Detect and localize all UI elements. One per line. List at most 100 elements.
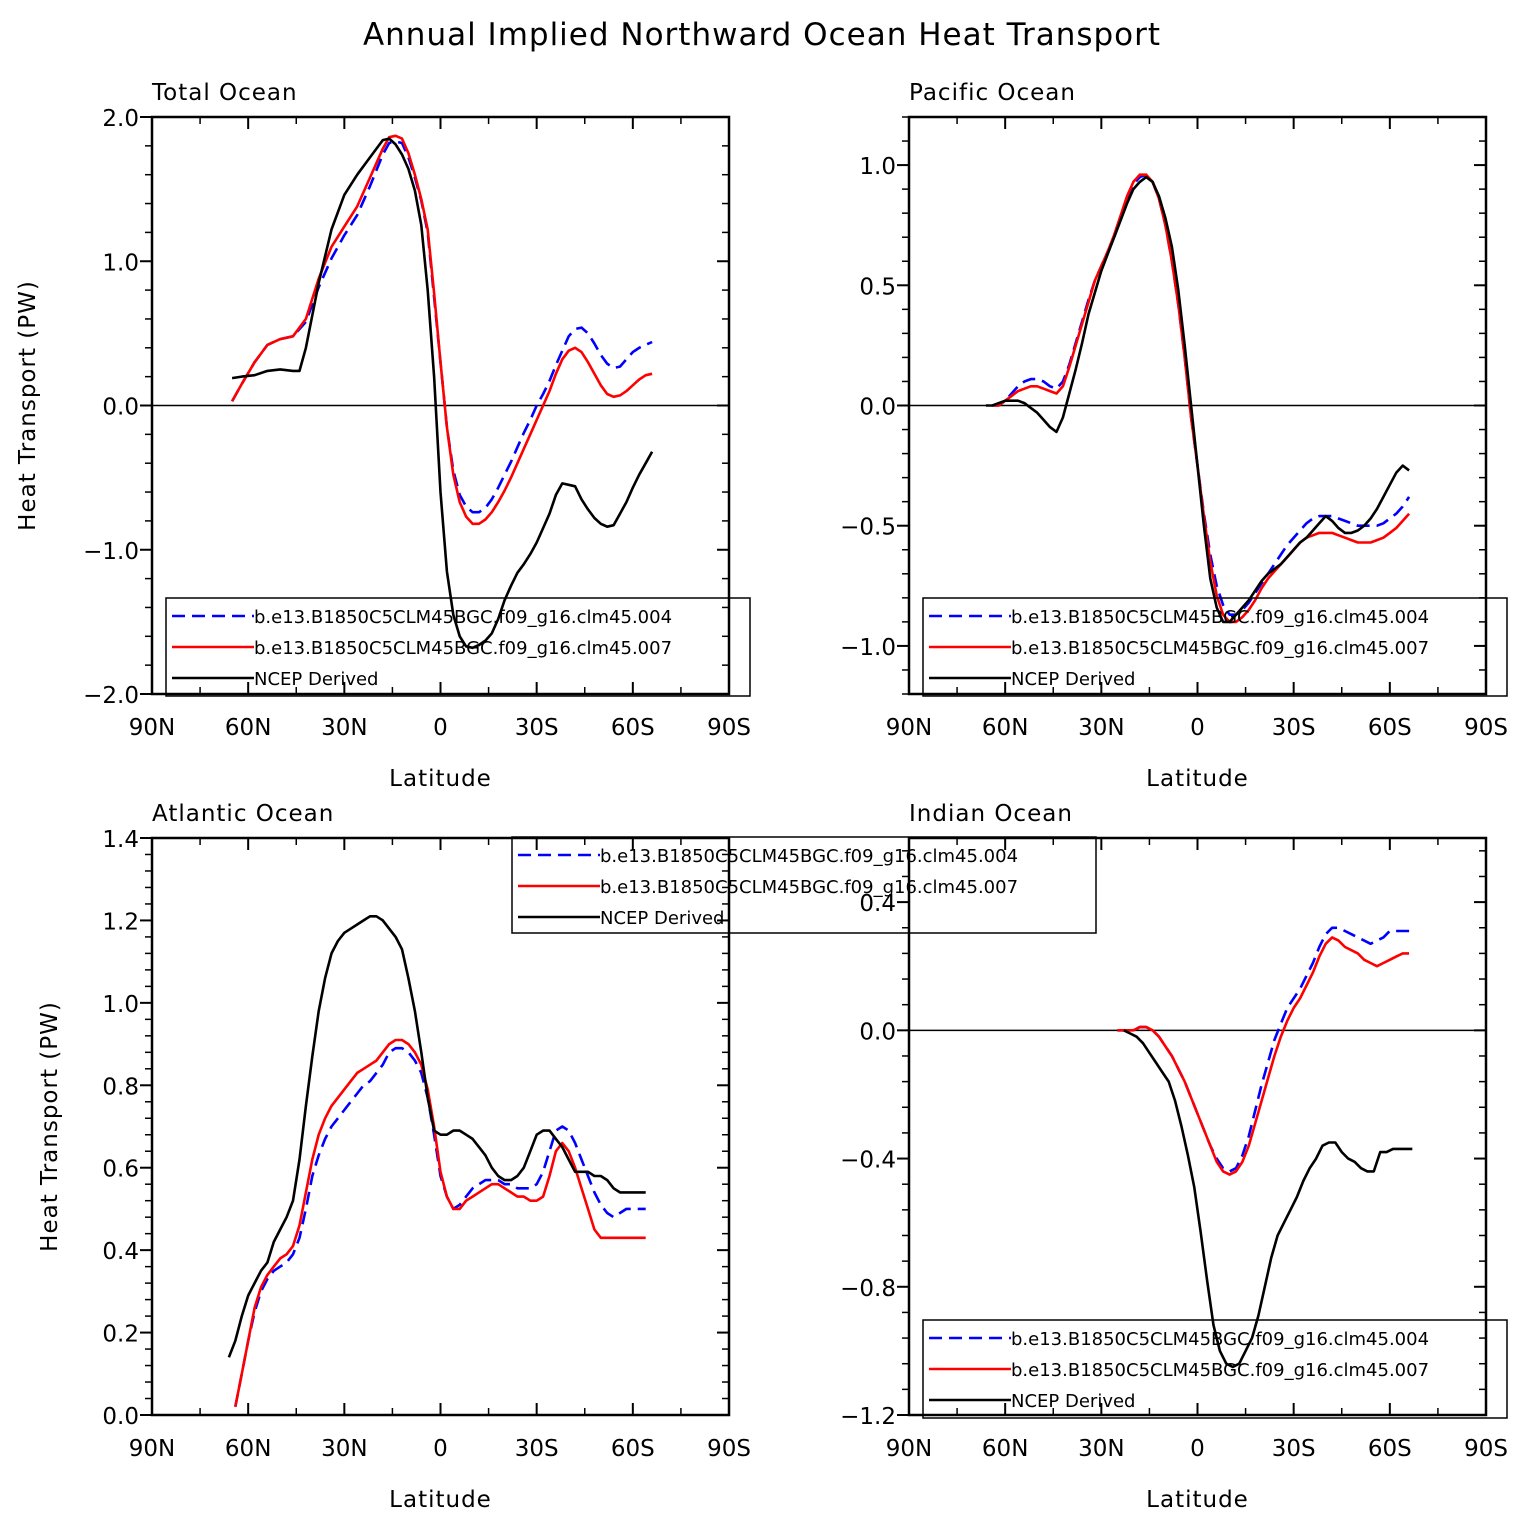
panel-0: Total Ocean 90N 60N 30N 0 30S 60S 90S 2.0 1.0 0.0 −… bbox=[15, 80, 751, 792]
series-line-007 bbox=[1117, 936, 1410, 1176]
series-line-004 bbox=[992, 173, 1411, 616]
y-axis-label: Heat Transport (PW) bbox=[15, 280, 41, 531]
y-tick-label: 0.4 bbox=[102, 1239, 139, 1265]
panel-title: Indian Ocean bbox=[909, 801, 1073, 827]
x-tick-label: 60S bbox=[1368, 1436, 1412, 1462]
x-tick-label: 90S bbox=[707, 715, 751, 741]
series-line-ncep bbox=[231, 137, 654, 650]
y-tick-label: 0.0 bbox=[859, 395, 896, 421]
legend-label: NCEP Derived bbox=[254, 669, 378, 690]
legend: b.e13.B1850C5CLM45BGC.f09_g16.clm45.004b… bbox=[922, 597, 1508, 697]
figure-title: Annual Implied Northward Ocean Heat Tran… bbox=[363, 17, 1161, 53]
x-tick-label: 30S bbox=[1272, 1436, 1316, 1462]
y-tick-label: 0.0 bbox=[102, 1404, 139, 1430]
panels: Total Ocean 90N 60N 30N 0 30S 60S 90S 2.0 1.0 0.0 −… bbox=[15, 80, 1508, 1513]
x-tick-label: 60S bbox=[1368, 715, 1412, 741]
series-line-ncep bbox=[1123, 1029, 1413, 1369]
panel-title: Total Ocean bbox=[151, 80, 298, 106]
series-line-ncep bbox=[227, 915, 646, 1358]
y-tick-label: −2.0 bbox=[83, 683, 139, 709]
series-group bbox=[1117, 926, 1413, 1369]
y-tick-label: 1.4 bbox=[102, 827, 139, 853]
x-tick-label: 30N bbox=[321, 715, 367, 741]
y-tick-label: 1.2 bbox=[102, 909, 139, 935]
legend: b.e13.B1850C5CLM45BGC.f09_g16.clm45.004b… bbox=[165, 597, 751, 697]
y-tick-label: 0.5 bbox=[859, 274, 896, 300]
x-tick-label: 60S bbox=[611, 1436, 655, 1462]
x-axis-label: Latitude bbox=[1146, 1487, 1249, 1513]
y-tick-label: 0.8 bbox=[102, 1074, 139, 1100]
y-tick-label: 0.6 bbox=[102, 1157, 139, 1183]
x-tick-label: 0 bbox=[433, 1436, 448, 1462]
panel-title: Atlantic Ocean bbox=[152, 801, 334, 827]
x-tick-label: 60N bbox=[982, 1436, 1028, 1462]
y-tick-label: 2.0 bbox=[102, 106, 139, 132]
y-tick-label: 0.4 bbox=[859, 891, 896, 917]
x-tick-label: 30N bbox=[1078, 1436, 1124, 1462]
x-axis-label: Latitude bbox=[389, 766, 492, 792]
x-tick-label: 30N bbox=[1078, 715, 1124, 741]
y-tick-label: −0.5 bbox=[840, 515, 896, 541]
y-tick-label: −1.0 bbox=[840, 635, 896, 661]
series-group bbox=[227, 915, 646, 1408]
x-tick-label: 90S bbox=[707, 1436, 751, 1462]
y-tick-label: 0.2 bbox=[102, 1322, 139, 1348]
x-axis-label: Latitude bbox=[389, 1487, 492, 1513]
series-line-004 bbox=[230, 140, 653, 514]
series-line-007 bbox=[230, 134, 653, 526]
x-tick-label: 0 bbox=[1190, 715, 1205, 741]
y-tick-label: −1.2 bbox=[840, 1404, 896, 1430]
x-tick-label: 60N bbox=[982, 715, 1028, 741]
y-tick-label: 1.0 bbox=[859, 154, 896, 180]
x-tick-label: 30N bbox=[321, 1436, 367, 1462]
x-tick-label: 30S bbox=[515, 715, 559, 741]
x-tick-label: 90S bbox=[1464, 1436, 1508, 1462]
legend-box bbox=[511, 836, 1097, 934]
legend-label: b.e13.B1850C5CLM45BGC.f09_g16.clm45.007 bbox=[1011, 1360, 1429, 1381]
y-tick-label: 0.0 bbox=[102, 395, 139, 421]
x-tick-label: 90N bbox=[129, 1436, 175, 1462]
series-line-007 bbox=[992, 173, 1411, 624]
x-tick-label: 90N bbox=[129, 715, 175, 741]
x-tick-label: 90N bbox=[886, 1436, 932, 1462]
x-tick-label: 90S bbox=[1464, 715, 1508, 741]
legend-box bbox=[922, 1319, 1508, 1419]
x-tick-label: 60S bbox=[611, 715, 655, 741]
x-tick-label: 0 bbox=[1190, 1436, 1205, 1462]
legend-label: b.e13.B1850C5CLM45BGC.f09_g16.clm45.004 bbox=[254, 607, 672, 628]
legend: b.e13.B1850C5CLM45BGC.f09_g16.clm45.004b… bbox=[511, 836, 1097, 934]
x-tick-label: 30S bbox=[1272, 715, 1316, 741]
legend-label: b.e13.B1850C5CLM45BGC.f09_g16.clm45.007 bbox=[1011, 638, 1429, 659]
x-axis-label: Latitude bbox=[1146, 766, 1249, 792]
panel-3: Indian Ocean 90N 60N 30N 0 30S 60S 90S 0.4 0.0 −0.… bbox=[840, 801, 1508, 1513]
series-line-007 bbox=[234, 1038, 646, 1408]
series-line-004 bbox=[234, 1046, 646, 1408]
x-tick-label: 0 bbox=[433, 715, 448, 741]
x-tick-label: 30S bbox=[515, 1436, 559, 1462]
legend-label: b.e13.B1850C5CLM45BGC.f09_g16.clm45.004 bbox=[1011, 607, 1429, 628]
legend-label: b.e13.B1850C5CLM45BGC.f09_g16.clm45.004 bbox=[1011, 1329, 1429, 1350]
legend-box bbox=[922, 597, 1508, 697]
y-tick-label: −0.4 bbox=[840, 1148, 896, 1174]
y-tick-label: −1.0 bbox=[83, 539, 139, 565]
legend: b.e13.B1850C5CLM45BGC.f09_g16.clm45.004b… bbox=[922, 1319, 1508, 1419]
y-tick-label: 0.0 bbox=[859, 1019, 896, 1045]
legend-box bbox=[165, 597, 751, 697]
y-tick-label: −0.8 bbox=[840, 1276, 896, 1302]
legend-label: b.e13.B1850C5CLM45BGC.f09_g16.clm45.004 bbox=[600, 846, 1018, 867]
series-group bbox=[985, 173, 1411, 624]
series-group bbox=[230, 134, 654, 650]
panel-1: Pacific Ocean 90N 60N 30N 0 30S 60S 90S 1.0 0.5 0.… bbox=[840, 80, 1508, 792]
legend-label: b.e13.B1850C5CLM45BGC.f09_g16.clm45.007 bbox=[600, 877, 1018, 898]
y-tick-label: 1.0 bbox=[102, 992, 139, 1018]
x-tick-label: 60N bbox=[225, 715, 271, 741]
x-tick-label: 60N bbox=[225, 1436, 271, 1462]
y-tick-label: 1.0 bbox=[102, 250, 139, 276]
series-line-004 bbox=[1117, 926, 1410, 1173]
panel-2: Atlantic Ocean 90N 60N 30N 0 30S 60S 90S 1.4 1.2 1… bbox=[37, 801, 751, 1513]
legend-label: NCEP Derived bbox=[600, 908, 724, 929]
legend-label: NCEP Derived bbox=[1011, 669, 1135, 690]
legend-label: b.e13.B1850C5CLM45BGC.f09_g16.clm45.007 bbox=[254, 638, 672, 659]
y-axis-label: Heat Transport (PW) bbox=[37, 1001, 63, 1252]
